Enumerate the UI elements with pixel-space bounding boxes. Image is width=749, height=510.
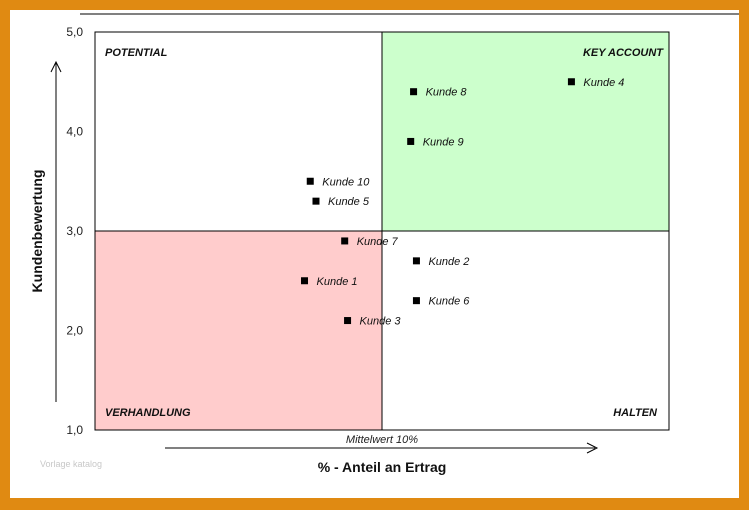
mean-label: Mittelwert 10% <box>346 434 418 446</box>
data-point-label: Kunde 4 <box>583 77 624 89</box>
data-point-label: Kunde 10 <box>322 176 370 188</box>
quadrant-label-halten: HALTEN <box>613 407 658 419</box>
quadrant-key-account-bg <box>382 32 669 231</box>
data-point-label: Kunde 9 <box>423 136 464 148</box>
quadrant-label-verhandlung: VERHANDLUNG <box>105 407 191 419</box>
y-tick-labels: 1,0 2,0 3,0 4,0 5,0 <box>66 25 83 437</box>
data-point-marker <box>412 257 420 265</box>
data-point-marker <box>412 297 420 305</box>
y-tick-label: 2,0 <box>66 324 83 338</box>
data-point-label: Kunde 1 <box>317 276 358 288</box>
data-point-marker <box>567 78 575 86</box>
watermark: Vorlage katalog <box>40 459 102 469</box>
data-point-marker <box>312 197 320 205</box>
data-point-marker <box>410 88 418 96</box>
data-point-label: Kunde 3 <box>360 316 402 328</box>
y-tick-label: 3,0 <box>66 224 83 238</box>
data-point-label: Kunde 8 <box>426 87 468 99</box>
data-point-marker <box>306 177 314 185</box>
y-axis-title: Kundenbewertung <box>29 170 45 293</box>
quadrant-verhandlung-bg <box>95 231 382 430</box>
data-point-label: Kunde 2 <box>428 256 469 268</box>
data-point-label: Kunde 7 <box>357 236 399 248</box>
data-point-label: Kunde 6 <box>428 296 470 308</box>
data-point-marker <box>341 237 349 245</box>
quadrant-potential-bg <box>95 32 382 231</box>
chart-frame: POTENTIAL KEY ACCOUNT VERHANDLUNG HALTEN… <box>10 10 739 498</box>
y-axis-arrowhead <box>50 60 62 73</box>
y-tick-label: 4,0 <box>66 125 83 139</box>
quadrant-scatter-chart: POTENTIAL KEY ACCOUNT VERHANDLUNG HALTEN… <box>29 13 739 475</box>
quadrant-label-potential: POTENTIAL <box>105 47 168 59</box>
y-tick-label: 1,0 <box>66 423 83 437</box>
data-point-marker <box>407 137 415 145</box>
x-axis-title: % - Anteil an Ertrag <box>318 459 447 475</box>
data-point-label: Kunde 5 <box>328 196 370 208</box>
data-points: Kunde 1 Kunde 2 Kunde 3 Kunde 4 Kunde 5 Kunde… <box>301 77 624 328</box>
quadrant-halten-bg <box>382 231 669 430</box>
y-tick-label: 5,0 <box>66 25 83 39</box>
data-point-marker <box>301 277 309 285</box>
x-axis-arrowhead <box>586 442 599 454</box>
quadrant-label-key-account: KEY ACCOUNT <box>583 47 664 59</box>
data-point-marker <box>344 317 352 325</box>
